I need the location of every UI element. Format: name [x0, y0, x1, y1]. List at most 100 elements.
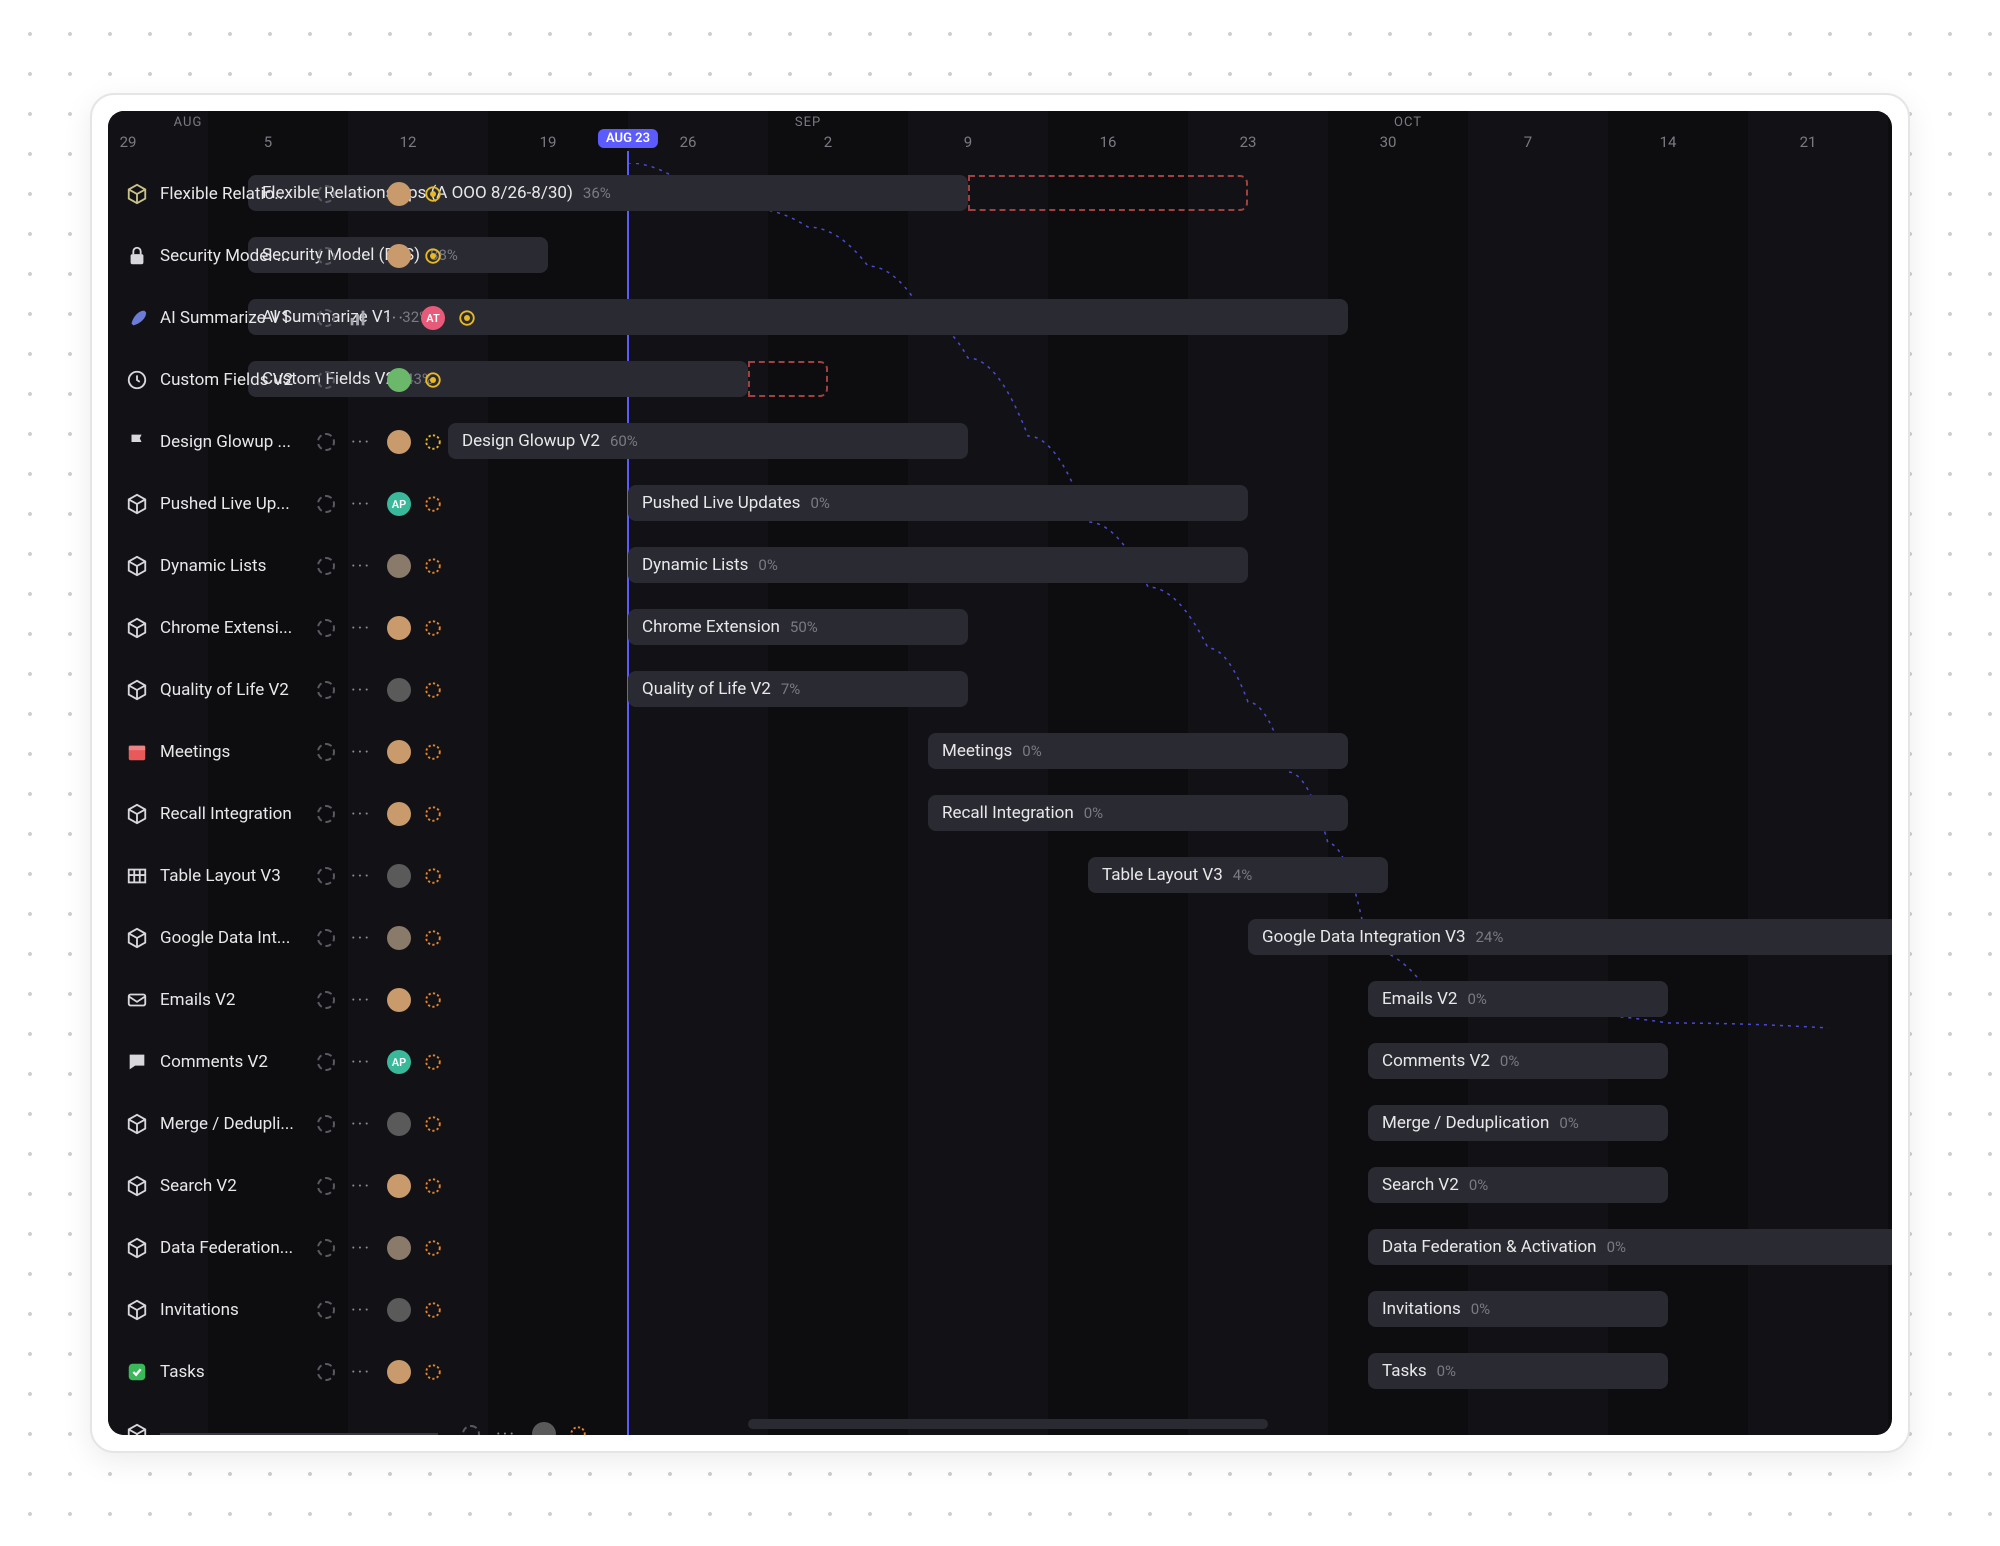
status-indicator[interactable]	[317, 743, 335, 761]
priority-icon[interactable]	[423, 184, 443, 204]
row-menu-icon[interactable]: ···	[347, 1176, 375, 1197]
status-indicator[interactable]	[317, 185, 335, 203]
priority-icon[interactable]	[423, 556, 443, 576]
task-label[interactable]: Emails V2	[160, 990, 305, 1010]
row-menu-icon[interactable]: ···	[347, 866, 375, 887]
row-menu-icon[interactable]: ···	[347, 494, 375, 515]
task-label[interactable]: Chrome Extensi...	[160, 618, 305, 638]
task-row[interactable]: Merge / Dedupli... ···	[108, 1093, 588, 1155]
status-indicator[interactable]	[317, 929, 335, 947]
status-indicator[interactable]	[317, 1301, 335, 1319]
status-indicator[interactable]	[317, 247, 335, 265]
priority-icon[interactable]	[568, 1424, 588, 1435]
row-menu-icon[interactable]: ···	[347, 432, 375, 453]
assignee-avatar[interactable]	[387, 926, 411, 950]
task-label[interactable]: Meetings	[160, 742, 305, 762]
assignee-avatar[interactable]: AT	[421, 306, 445, 330]
gantt-bar[interactable]: Chrome Extension 50%	[628, 609, 968, 645]
status-indicator[interactable]	[317, 371, 335, 389]
row-menu-icon[interactable]: ···	[492, 1424, 520, 1436]
status-indicator[interactable]	[317, 991, 335, 1009]
row-menu-icon[interactable]: ···	[347, 556, 375, 577]
task-row[interactable]: Search V2 ···	[108, 1155, 588, 1217]
gantt-bar[interactable]: Quality of Life V2 7%	[628, 671, 968, 707]
task-row[interactable]: Tasks ···	[108, 1341, 588, 1403]
task-label[interactable]: AI Summarize V1	[160, 308, 305, 328]
task-label[interactable]: Tasks	[160, 1362, 305, 1382]
task-label[interactable]: Search V2	[160, 1176, 305, 1196]
priority-icon[interactable]	[423, 370, 443, 390]
assignee-avatar[interactable]	[532, 1422, 556, 1435]
gantt-bar[interactable]: Emails V2 0%	[1368, 981, 1668, 1017]
gantt-bar[interactable]: Data Federation & Activation 0%	[1368, 1229, 1892, 1265]
status-indicator[interactable]	[317, 681, 335, 699]
task-label[interactable]: Flexible Relatio...	[160, 184, 305, 204]
assignee-avatar[interactable]	[387, 678, 411, 702]
assignee-avatar[interactable]	[387, 554, 411, 578]
status-indicator[interactable]	[317, 557, 335, 575]
task-row[interactable]: Meetings ···	[108, 721, 588, 783]
assignee-avatar[interactable]	[387, 430, 411, 454]
task-label[interactable]: Data Federation...	[160, 1238, 305, 1258]
status-indicator[interactable]	[317, 1115, 335, 1133]
gantt-bar[interactable]: Google Data Integration V3 24%	[1248, 919, 1892, 955]
horizontal-scrollbar[interactable]	[748, 1419, 1268, 1429]
status-indicator[interactable]	[462, 1425, 480, 1435]
row-menu-icon[interactable]: ···	[347, 1052, 375, 1073]
task-label[interactable]: Quality of Life V2	[160, 680, 305, 700]
priority-icon[interactable]	[423, 866, 443, 886]
gantt-bar[interactable]: Tasks 0%	[1368, 1353, 1668, 1389]
task-row[interactable]: Google Data Int... ···	[108, 907, 588, 969]
gantt-bar[interactable]: Meetings 0%	[928, 733, 1348, 769]
assignee-avatar[interactable]: AP	[387, 1050, 411, 1074]
status-indicator[interactable]	[317, 1177, 335, 1195]
task-row[interactable]: Table Layout V3 ···	[108, 845, 588, 907]
task-label[interactable]: Design Glowup ...	[160, 432, 305, 452]
priority-icon[interactable]	[423, 1052, 443, 1072]
task-label[interactable]: Security Model ...	[160, 246, 305, 266]
row-menu-icon[interactable]: ···	[347, 804, 375, 825]
task-label[interactable]: Pushed Live Up...	[160, 494, 305, 514]
gantt-bar[interactable]: Merge / Deduplication 0%	[1368, 1105, 1668, 1141]
status-indicator[interactable]	[317, 433, 335, 451]
priority-icon[interactable]	[423, 1176, 443, 1196]
task-label[interactable]: Custom Fields V2	[160, 370, 305, 390]
row-menu-icon[interactable]: ···	[347, 1362, 375, 1383]
assignee-avatar[interactable]	[387, 1174, 411, 1198]
priority-icon[interactable]	[423, 990, 443, 1010]
gantt-bar[interactable]: Table Layout V3 4%	[1088, 857, 1388, 893]
status-indicator[interactable]	[317, 867, 335, 885]
task-label[interactable]: Dynamic Lists	[160, 556, 305, 576]
priority-icon[interactable]	[423, 928, 443, 948]
task-label[interactable]: Comments V2	[160, 1052, 305, 1072]
task-label[interactable]: Recall Integration	[160, 804, 305, 824]
gantt-bar[interactable]: Pushed Live Updates 0%	[628, 485, 1248, 521]
status-indicator[interactable]	[317, 1053, 335, 1071]
task-row[interactable]: Quality of Life V2 ···	[108, 659, 588, 721]
task-row[interactable]: ···	[108, 1403, 588, 1435]
row-menu-icon[interactable]: ···	[347, 370, 375, 391]
gantt-bar[interactable]: Invitations 0%	[1368, 1291, 1668, 1327]
status-indicator[interactable]	[317, 1363, 335, 1381]
priority-icon[interactable]	[423, 246, 443, 266]
task-label[interactable]: Table Layout V3	[160, 866, 305, 886]
task-label[interactable]: Google Data Int...	[160, 928, 305, 948]
priority-icon[interactable]	[423, 680, 443, 700]
task-label[interactable]: Merge / Dedupli...	[160, 1114, 305, 1134]
task-row[interactable]: Chrome Extensi... ···	[108, 597, 588, 659]
status-indicator[interactable]	[317, 805, 335, 823]
priority-icon[interactable]	[423, 1238, 443, 1258]
priority-icon[interactable]	[457, 308, 477, 328]
assignee-avatar[interactable]	[387, 1236, 411, 1260]
assignee-avatar[interactable]	[387, 1112, 411, 1136]
row-menu-icon[interactable]: ···	[347, 928, 375, 949]
priority-icon[interactable]	[423, 1300, 443, 1320]
priority-icon[interactable]	[423, 1362, 443, 1382]
task-row[interactable]: Flexible Relatio... ···	[108, 163, 588, 225]
task-row[interactable]: Recall Integration ···	[108, 783, 588, 845]
row-menu-icon[interactable]: ···	[347, 1114, 375, 1135]
row-menu-icon[interactable]: ···	[381, 308, 409, 329]
task-row[interactable]: Invitations ···	[108, 1279, 588, 1341]
assignee-avatar[interactable]: AP	[387, 492, 411, 516]
today-marker[interactable]: AUG 23	[598, 129, 658, 148]
